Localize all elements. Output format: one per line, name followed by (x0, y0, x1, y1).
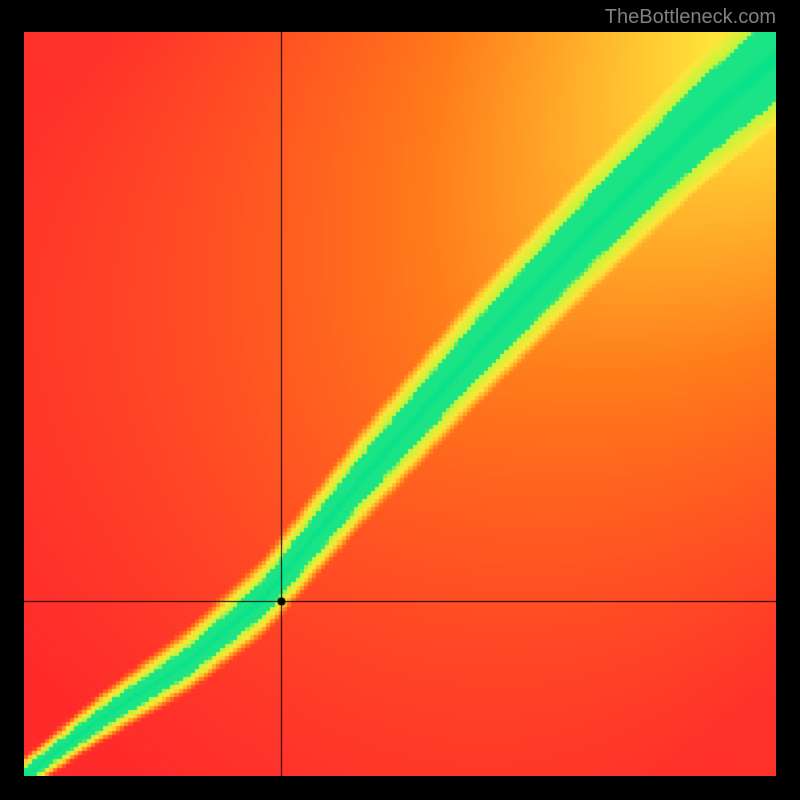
heatmap-plot (24, 32, 776, 776)
watermark-text: TheBottleneck.com (605, 6, 776, 29)
heatmap-canvas (24, 32, 776, 776)
chart-container: TheBottleneck.com (0, 0, 800, 800)
